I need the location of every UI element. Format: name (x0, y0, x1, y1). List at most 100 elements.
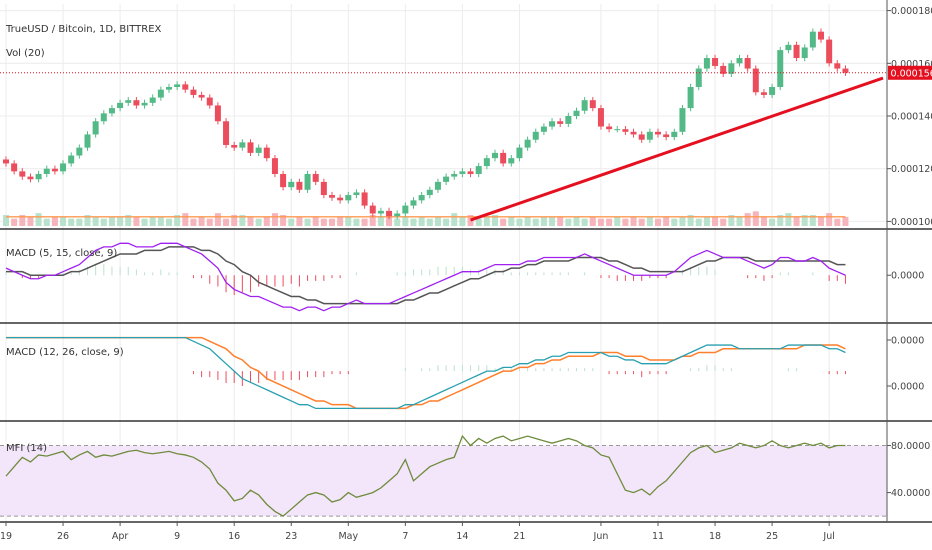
trend-line (470, 76, 884, 222)
volume-bar (263, 216, 270, 226)
candle-body (826, 39, 833, 64)
volume-bar (557, 216, 564, 226)
volume-bar (337, 216, 344, 226)
volume-bar (19, 215, 26, 226)
time-tick-label: 7 (402, 531, 408, 542)
candle-body (597, 108, 604, 127)
time-tick-label: 14 (456, 531, 468, 542)
candle-body (630, 131, 637, 135)
volume-bar (353, 218, 360, 226)
volume-bar (581, 218, 588, 226)
volume-bar (133, 216, 140, 226)
price-tick-label: 0.00016000 (891, 59, 932, 70)
candle-body (793, 44, 800, 59)
candle-body (451, 173, 458, 177)
volume-bar (76, 218, 83, 226)
candle-body (353, 192, 360, 196)
volume-bar (312, 216, 319, 226)
candle-body (540, 126, 547, 132)
price-tick-label: 0.00018000 (891, 6, 932, 17)
candle-body (60, 163, 67, 172)
volume-bar (27, 216, 34, 226)
volume-bar (361, 218, 368, 226)
time-axis[interactable]: 19 26 Apr 9 16 23 May 7 14 21 Jun 11 18 25 Jul (0, 522, 835, 542)
volume-bar (108, 216, 115, 226)
candle-body (27, 176, 34, 180)
candle-body (549, 121, 556, 127)
candle-body (410, 200, 417, 206)
candle-body (834, 63, 841, 69)
volume-bar (646, 216, 653, 226)
macd2-legend: MACD (12, 26, close, 9) (6, 347, 124, 358)
volume-bar (35, 213, 42, 226)
candle-body (663, 134, 670, 138)
candle-body (777, 50, 784, 88)
volume-bar (166, 218, 172, 226)
volume-bar (508, 216, 515, 226)
candle-body (614, 129, 621, 131)
candle-body (418, 195, 425, 201)
candle-body (133, 100, 140, 106)
time-tick-label: 25 (766, 531, 778, 542)
volume-bar (426, 218, 433, 226)
volume-bar (125, 215, 132, 226)
candle-body (84, 134, 91, 148)
candle-body (345, 195, 352, 201)
volume-bar (280, 215, 287, 226)
volume-bar (149, 216, 156, 226)
volume-bar (402, 216, 409, 226)
macd2-macd-line (6, 336, 846, 410)
volume-bar (809, 215, 816, 226)
candle-body (149, 97, 156, 103)
volume-bar (834, 218, 841, 226)
candle-body (516, 147, 523, 159)
candle-body (434, 181, 441, 190)
volume-bar (296, 216, 303, 226)
price-tick-label: 0.00014000 (891, 112, 932, 123)
time-tick-label: 9 (174, 531, 180, 542)
volume-bar (801, 215, 808, 226)
candle-body (655, 131, 661, 135)
volume-bar (255, 218, 262, 226)
volume-bar (92, 216, 99, 226)
volume-bar (695, 218, 702, 226)
volume-bar (117, 216, 124, 226)
candle-body (280, 173, 287, 188)
volume-bar (549, 216, 556, 226)
candle-body (76, 147, 83, 156)
macd1-signal-line (6, 246, 846, 305)
volume-bar (736, 216, 743, 226)
volume-bar (231, 215, 238, 226)
candle-body (467, 171, 474, 174)
volume-bar (345, 216, 352, 226)
price-tick-label: 0.00010000 (891, 217, 932, 228)
volume-bar (418, 216, 425, 226)
volume-bar (68, 218, 75, 226)
candle-body (337, 197, 344, 201)
candle-body (728, 63, 735, 74)
volume-bar (410, 218, 417, 226)
volume-bar (434, 216, 441, 226)
volume-bar (377, 216, 384, 226)
volume-bar (492, 215, 498, 226)
volume-bar (198, 216, 205, 226)
candle-body (818, 31, 824, 40)
volume-bar (141, 218, 148, 226)
volume-bar (630, 216, 637, 226)
volume-bar (712, 216, 719, 226)
volume-bar (386, 215, 393, 226)
volume-bar (671, 218, 678, 226)
volume-bar (842, 216, 849, 226)
volume-bar (157, 216, 164, 226)
macd2-tick-label: 0.0000 (891, 382, 924, 393)
candle-body (760, 92, 767, 95)
macd2-signal-line (6, 336, 846, 410)
volume-bar (247, 216, 254, 226)
volume-bar (483, 216, 490, 226)
volume-bar (573, 216, 580, 226)
candle-body (369, 205, 376, 214)
candle-body (532, 131, 539, 140)
candle-body (671, 131, 678, 138)
volume-bar (320, 218, 327, 226)
candle-body (214, 105, 221, 122)
